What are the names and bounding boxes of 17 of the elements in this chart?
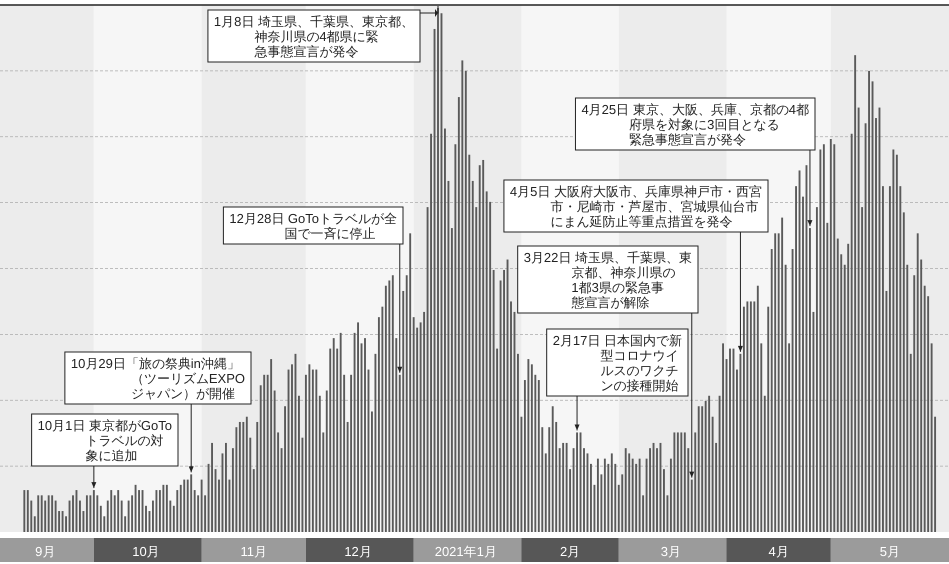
annotation: 10月1日 東京都がGoToトラベルの対象に追加 (38, 418, 172, 463)
x-tick-label: 3月 (660, 544, 682, 559)
x-tick-label: 5月 (880, 544, 900, 559)
x-tick-label: 9月 (35, 544, 56, 559)
x-tick-label: 10月 (132, 544, 160, 559)
annotation: 12月28日 GoToトラベルが全国で一斉に停止 (229, 211, 397, 241)
x-tick-label: 4月 (768, 544, 789, 559)
annotation: 3月22日 埼玉県、千葉県、東京都、神奈川県の1都3県の緊急事態宣言が解除 (524, 250, 692, 310)
annotation: 4月25日 東京、大阪、兵庫、京都の4都府県を対象に3回目となる緊急事態宣言が発令 (581, 102, 809, 147)
annotation: 2月17日 日本国内で新型コロナウイルスのワクチンの接種開始 (552, 333, 682, 393)
x-tick-label: 11月 (240, 544, 268, 559)
annotation: 4月5日 大阪府大阪市、兵庫県神戸市・西宮市・尼崎市・芦屋市、宮城県仙台市にまん延防止等重点措置を発令 (510, 184, 762, 229)
x-tick-label: 2021年1月 (434, 544, 497, 559)
x-tick-label: 2月 (560, 544, 580, 559)
annotation: 1月8日 埼玉県、千葉県、東京都、神奈川県の4都県に緊急事態宣言が発令 (214, 14, 414, 59)
x-tick-label: 12月 (344, 544, 372, 559)
annotation: 10月29日「旅の祭典in沖縄」（ツーリズムEXPOジャパン）が開催 (70, 356, 245, 401)
